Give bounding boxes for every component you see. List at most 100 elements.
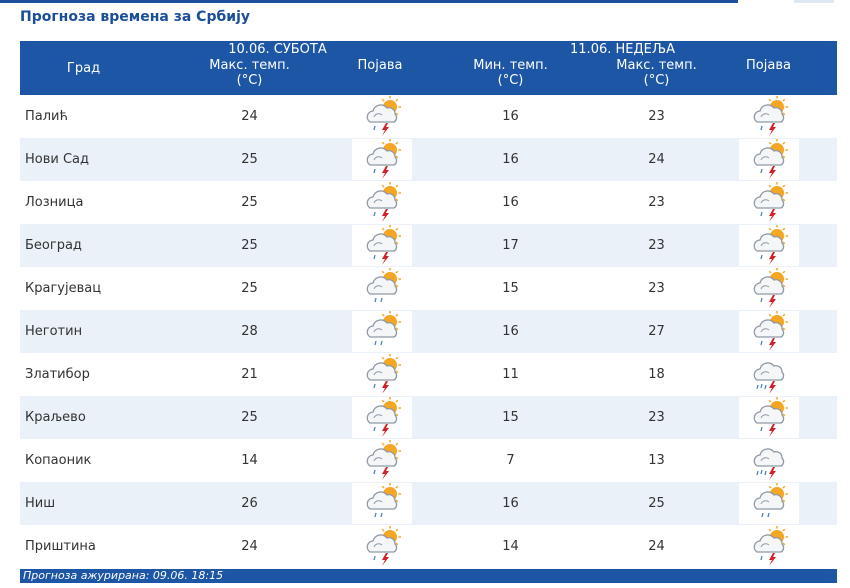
day1-phenomenon-cell (352, 95, 412, 138)
day2-phenomenon-cell (700, 138, 837, 181)
header-day2-phenomenon: Појава (700, 58, 837, 95)
city-name: Београд (20, 224, 147, 267)
day1-phenomenon-cell (352, 439, 412, 482)
city-name: Ниш (20, 482, 147, 525)
day1-max-temp: 21 (147, 353, 352, 396)
day1-phenomenon-cell (352, 138, 412, 181)
city-name: Приштина (20, 525, 147, 568)
sun-cloud-thunder-icon (352, 354, 412, 395)
day2-min-temp: 14 (408, 525, 613, 568)
day2-phenomenon-cell (700, 525, 837, 568)
table-row: Палић 24 16 23 (20, 95, 837, 138)
header-day2-max-label: Макс. темп. (616, 58, 697, 73)
day1-max-temp: 25 (147, 224, 352, 267)
day2-phenomenon-cell (700, 396, 837, 439)
city-name: Крагујевац (20, 267, 147, 310)
header-day2-min-label: Мин. темп. (473, 58, 548, 73)
city-name: Златибор (20, 353, 147, 396)
header-day2-max-unit: (°C) (643, 73, 670, 88)
sun-cloud-thunder-icon (738, 526, 799, 567)
day1-phenomenon-cell (352, 181, 412, 224)
table-row: Нови Сад 25 16 24 (20, 138, 837, 181)
day2-max-temp: 23 (613, 396, 700, 439)
city-name: Краљево (20, 396, 147, 439)
sun-cloud-thunder-icon (352, 182, 412, 223)
day1-phenomenon-cell (352, 482, 412, 525)
header-day1-max-label: Макс. темп. (209, 58, 290, 73)
sun-cloud-thunder-icon (738, 311, 799, 352)
table-row: Лозница 25 16 23 (20, 181, 837, 224)
day2-min-temp: 15 (408, 396, 613, 439)
city-name: Копаоник (20, 439, 147, 482)
header-day2-min-unit: (°C) (497, 73, 524, 88)
sun-cloud-shower-icon (352, 483, 412, 524)
city-name: Палић (20, 95, 147, 138)
day1-max-temp: 24 (147, 95, 352, 138)
day2-phenomenon-cell (700, 439, 837, 482)
day2-max-temp: 23 (613, 181, 700, 224)
day2-phenomenon-cell (700, 310, 837, 353)
day2-phenomenon-cell (700, 482, 837, 525)
day2-phenomenon-cell (700, 181, 837, 224)
header-day2-date: 11.06. НЕДЕЉА (408, 41, 837, 58)
header-day2-max: Макс. темп. (°C) (613, 58, 700, 95)
day2-min-temp: 15 (408, 267, 613, 310)
sun-cloud-thunder-icon (738, 182, 799, 223)
table-row: Ниш 26 16 25 (20, 482, 837, 525)
table-row: Београд 25 17 23 (20, 224, 837, 267)
header-day1-max-unit: (°C) (236, 73, 263, 88)
header-day1-date: 10.06. СУБОТА (147, 41, 408, 58)
day2-min-temp: 16 (408, 482, 613, 525)
footer-updated-bar: Прогноза ажурирана: 09.06. 18:15 (20, 569, 837, 583)
day2-phenomenon-cell (700, 95, 837, 138)
day2-min-temp: 16 (408, 95, 613, 138)
day1-phenomenon-cell (352, 525, 412, 568)
header-day2-min: Мин. темп. (°C) (408, 58, 613, 95)
day1-max-temp: 26 (147, 482, 352, 525)
sun-cloud-thunder-icon (352, 96, 412, 137)
day1-max-temp: 14 (147, 439, 352, 482)
sun-cloud-thunder-icon (738, 268, 799, 309)
sun-cloud-thunder-icon (738, 225, 799, 266)
top-accent-line (0, 0, 738, 3)
day1-phenomenon-cell (352, 396, 412, 439)
day1-phenomenon-cell (352, 310, 412, 353)
day1-max-temp: 25 (147, 181, 352, 224)
forecast-table: Град 10.06. СУБОТА 11.06. НЕДЕЉА Макс. т… (20, 41, 837, 568)
sun-cloud-thunder-icon (352, 526, 412, 567)
day2-min-temp: 17 (408, 224, 613, 267)
day2-phenomenon-cell (700, 267, 837, 310)
day2-min-temp: 7 (408, 439, 613, 482)
day2-min-temp: 16 (408, 138, 613, 181)
sun-cloud-thunder-icon (738, 397, 799, 438)
header-day1-phenomenon: Појава (352, 58, 408, 95)
sun-cloud-thunder-icon (738, 139, 799, 180)
sun-cloud-shower-icon (352, 268, 412, 309)
header-city: Град (20, 41, 147, 95)
day2-min-temp: 16 (408, 310, 613, 353)
day2-max-temp: 23 (613, 267, 700, 310)
footer-updated-text: Прогноза ажурирана: 09.06. 18:15 (23, 569, 224, 582)
day2-max-temp: 23 (613, 95, 700, 138)
sun-cloud-thunder-icon (352, 139, 412, 180)
day1-max-temp: 28 (147, 310, 352, 353)
sun-cloud-thunder-icon (352, 397, 412, 438)
sun-cloud-thunder-icon (352, 225, 412, 266)
day2-phenomenon-cell (700, 224, 837, 267)
day1-phenomenon-cell (352, 224, 412, 267)
table-row: Златибор 21 11 18 (20, 353, 837, 396)
city-name: Нови Сад (20, 138, 147, 181)
day2-min-temp: 16 (408, 181, 613, 224)
day2-max-temp: 18 (613, 353, 700, 396)
cloud-thunder-rain-icon (738, 354, 799, 395)
day2-phenomenon-cell (700, 353, 837, 396)
sun-cloud-thunder-icon (738, 96, 799, 137)
day2-min-temp: 11 (408, 353, 613, 396)
sun-cloud-shower-icon (352, 311, 412, 352)
city-name: Лозница (20, 181, 147, 224)
table-row: Копаоник 14 7 13 (20, 439, 837, 482)
day2-max-temp: 13 (613, 439, 700, 482)
header-row-dates: Град 10.06. СУБОТА 11.06. НЕДЕЉА (20, 41, 837, 95)
cloud-thunder-rain-icon (738, 440, 799, 481)
day1-max-temp: 24 (147, 525, 352, 568)
